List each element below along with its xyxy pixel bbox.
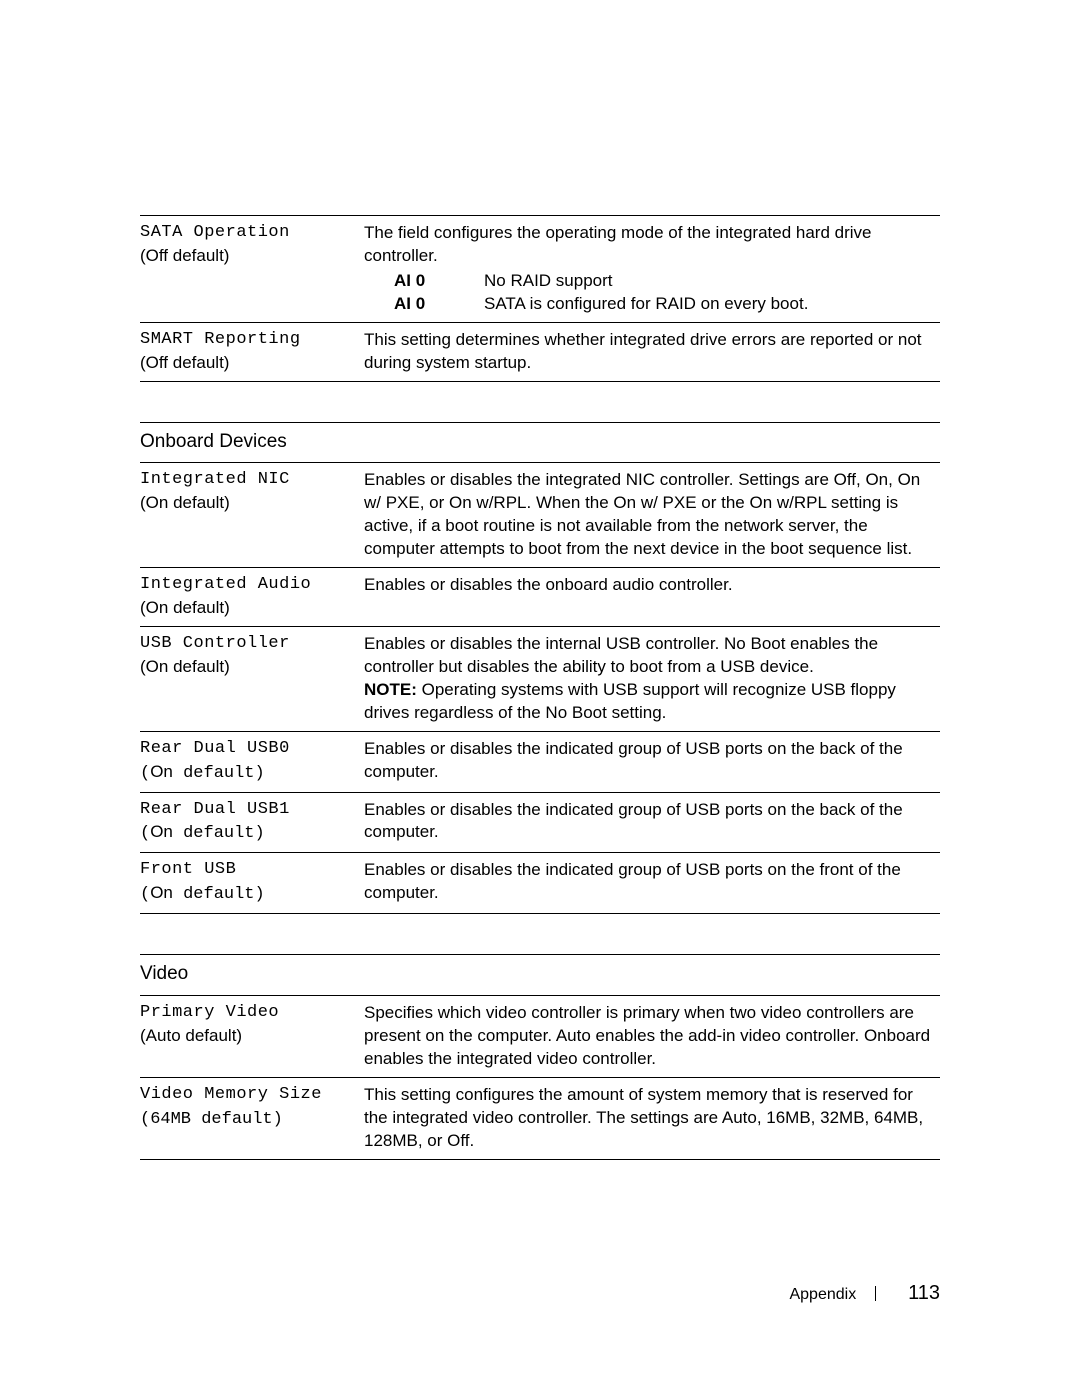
options-table: AI 0 No RAID support AI 0 SATA is config… xyxy=(364,270,940,316)
setting-name: SMART Reporting xyxy=(140,329,360,352)
setting-default: (On default) xyxy=(140,656,360,679)
setting-default: (On default) xyxy=(140,597,360,620)
setting-default: (On default) xyxy=(140,761,360,786)
option-val: SATA is configured for RAID on every boo… xyxy=(484,293,940,316)
setting-name-cell: Front USB (On default) xyxy=(140,859,364,907)
setting-default: (Off default) xyxy=(140,245,360,268)
setting-desc: Enables or disables the internal USB con… xyxy=(364,633,940,679)
setting-default: (On default) xyxy=(140,492,360,515)
table-row: SMART Reporting (Off default) This setti… xyxy=(140,323,940,382)
setting-name-cell: Primary Video (Auto default) xyxy=(140,1002,364,1071)
option-key: AI 0 xyxy=(364,293,484,316)
option-val: No RAID support xyxy=(484,270,940,293)
setting-desc: This setting configures the amount of sy… xyxy=(364,1084,940,1153)
option-row: AI 0 No RAID support xyxy=(364,270,940,293)
setting-default: (Off default) xyxy=(140,352,360,375)
onboard-section: Onboard Devices Integrated NIC (On defau… xyxy=(140,422,940,915)
setting-desc: The field configures the operating mode … xyxy=(364,222,940,268)
table-row: Rear Dual USB0 (On default) Enables or d… xyxy=(140,732,940,793)
note-text: Operating systems with USB support will … xyxy=(364,680,896,722)
setting-desc-cell: The field configures the operating mode … xyxy=(364,222,940,316)
setting-desc: This setting determines whether integrat… xyxy=(364,329,940,375)
drives-section: SATA Operation (Off default) The field c… xyxy=(140,215,940,382)
footer-section: Appendix xyxy=(789,1286,856,1303)
section-header: Video xyxy=(140,954,940,996)
setting-name: Primary Video xyxy=(140,1002,360,1025)
setting-desc: Enables or disables the indicated group … xyxy=(364,738,940,786)
page-footer: Appendix 113 xyxy=(789,1280,940,1307)
setting-name-cell: USB Controller (On default) xyxy=(140,633,364,725)
setting-note: NOTE: Operating systems with USB support… xyxy=(364,679,940,725)
setting-desc: Enables or disables the indicated group … xyxy=(364,859,940,907)
setting-default: (On default) xyxy=(140,882,360,907)
setting-desc: Enables or disables the onboard audio co… xyxy=(364,574,940,620)
setting-desc: Enables or disables the integrated NIC c… xyxy=(364,469,940,561)
setting-desc: Specifies which video controller is prim… xyxy=(364,1002,940,1071)
table-row: Integrated NIC (On default) Enables or d… xyxy=(140,463,940,568)
setting-name-cell: Video Memory Size (64MB default) xyxy=(140,1084,364,1153)
setting-name-cell: SATA Operation (Off default) xyxy=(140,222,364,316)
setting-name: SATA Operation xyxy=(140,222,360,245)
footer-separator xyxy=(875,1286,876,1301)
page: SATA Operation (Off default) The field c… xyxy=(0,0,1080,1397)
option-row: AI 0 SATA is configured for RAID on ever… xyxy=(364,293,940,316)
setting-name-cell: Rear Dual USB1 (On default) xyxy=(140,799,364,847)
table-row: Front USB (On default) Enables or disabl… xyxy=(140,853,940,914)
setting-desc-cell: Enables or disables the internal USB con… xyxy=(364,633,940,725)
setting-name: Front USB xyxy=(140,859,360,882)
setting-name-cell: Integrated Audio (On default) xyxy=(140,574,364,620)
setting-name: USB Controller xyxy=(140,633,360,656)
table-row: USB Controller (On default) Enables or d… xyxy=(140,627,940,732)
setting-name-cell: Integrated NIC (On default) xyxy=(140,469,364,561)
section-header: Onboard Devices xyxy=(140,422,940,464)
footer-page-number: 113 xyxy=(908,1282,940,1304)
video-section: Video Primary Video (Auto default) Speci… xyxy=(140,954,940,1159)
setting-name: Rear Dual USB1 xyxy=(140,799,360,822)
setting-desc: Enables or disables the indicated group … xyxy=(364,799,940,847)
setting-name: Integrated Audio xyxy=(140,574,360,597)
table-row: Primary Video (Auto default) Specifies w… xyxy=(140,996,940,1078)
setting-default: (On default) xyxy=(140,821,360,846)
setting-name: Rear Dual USB0 xyxy=(140,738,360,761)
table-row: Video Memory Size (64MB default) This se… xyxy=(140,1078,940,1160)
setting-name: Integrated NIC xyxy=(140,469,360,492)
note-label: NOTE: xyxy=(364,680,417,699)
option-key: AI 0 xyxy=(364,270,484,293)
setting-default: (Auto default) xyxy=(140,1025,360,1048)
setting-default: (64MB default) xyxy=(140,1107,360,1132)
table-row: Rear Dual USB1 (On default) Enables or d… xyxy=(140,793,940,854)
setting-name: Video Memory Size xyxy=(140,1084,360,1107)
table-row: Integrated Audio (On default) Enables or… xyxy=(140,568,940,627)
setting-name-cell: Rear Dual USB0 (On default) xyxy=(140,738,364,786)
setting-name-cell: SMART Reporting (Off default) xyxy=(140,329,364,375)
table-row: SATA Operation (Off default) The field c… xyxy=(140,215,940,323)
